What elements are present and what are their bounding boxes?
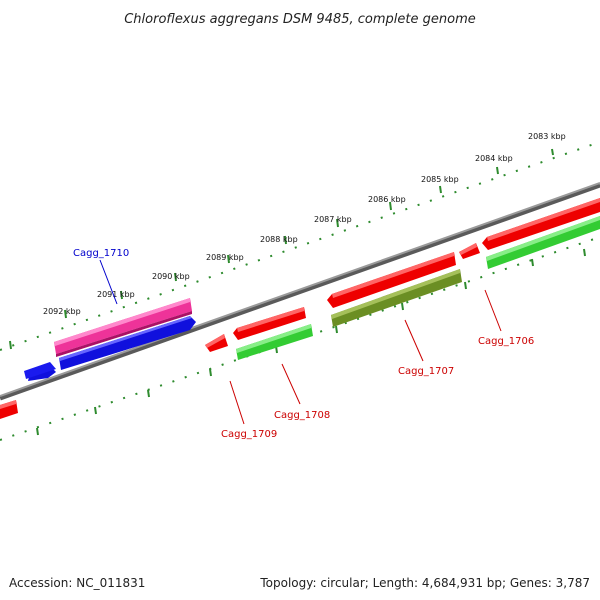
inner-tick-1	[583, 248, 586, 257]
label-cagg-1708[interactable]: Cagg_1708	[274, 410, 330, 421]
inner-tick-7	[209, 368, 212, 377]
tick-2093	[9, 340, 12, 350]
ruler-label-2086: 2086 kbp	[368, 195, 406, 204]
ruler-label-2083: 2083 kbp	[528, 132, 566, 141]
map-title: Chloroflexus aggregans DSM 9485, complet…	[124, 12, 476, 27]
gene-blue-1[interactable]	[59, 316, 196, 370]
gene-cagg-1710-shade	[56, 311, 192, 357]
tick-2092	[64, 309, 67, 319]
tick-2084	[496, 166, 499, 175]
leader-cagg-1708	[281, 363, 301, 405]
tick-2083	[551, 148, 554, 156]
ruler-label-2085: 2085 kbp	[421, 175, 459, 184]
gene-cagg-1709-highlight	[205, 334, 225, 348]
tick-2088	[284, 235, 287, 245]
ruler-label-2084: 2084 kbp	[475, 154, 513, 163]
ruler-label-2087: 2087 kbp	[314, 215, 352, 224]
reverse-strand-genes	[236, 216, 600, 360]
genome-backbone	[0, 182, 600, 401]
gene-red-small-1706-highlight	[459, 243, 477, 255]
inner-ruler-dots	[0, 236, 600, 441]
tick-2085	[439, 185, 442, 194]
label-cagg-1710[interactable]: Cagg_1710	[73, 248, 129, 259]
gene-cagg-1708-red-highlight	[237, 307, 304, 332]
gene-blue-2-body	[24, 362, 56, 379]
gene-red-large-highlight	[332, 252, 454, 298]
backbone-dark	[0, 182, 600, 401]
accession-text: Accession: NC_011831	[9, 576, 145, 590]
inner-tick-8	[147, 389, 150, 398]
gene-red-left-edge-highlight	[0, 400, 16, 409]
leader-cagg-1710	[99, 259, 118, 305]
inner-tick-4	[401, 302, 404, 311]
label-cagg-1709[interactable]: Cagg_1709	[221, 429, 277, 440]
gene-cagg-1707-highlight	[331, 269, 460, 319]
leader-cagg-1707	[404, 319, 424, 362]
inner-ruler-major-ticks	[36, 248, 586, 436]
tick-2086	[389, 201, 392, 211]
gene-green-right-highlight	[486, 216, 600, 261]
genome-summary-text: Topology: circular; Length: 4,684,931 bp…	[259, 576, 590, 590]
outer-ruler-major-ticks	[9, 148, 554, 350]
tick-2089	[227, 254, 230, 264]
leader-lines	[99, 259, 502, 425]
inner-tick-3	[464, 281, 467, 290]
backbone-light	[0, 182, 600, 397]
label-cagg-1707[interactable]: Cagg_1707	[398, 366, 454, 377]
inner-tick-5	[335, 325, 338, 334]
tick-2091	[120, 290, 123, 300]
leader-cagg-1706	[484, 289, 502, 332]
inner-tick-10	[36, 427, 39, 436]
tick-2087	[336, 218, 339, 228]
leader-cagg-1709	[229, 380, 245, 425]
tick-2090	[174, 272, 177, 282]
outer-ruler	[0, 141, 600, 351]
ruler-label-2091: 2091 kbp	[97, 290, 135, 299]
ruler-label-2089: 2089 kbp	[206, 253, 244, 262]
ruler-labels: 2083 kbp 2084 kbp 2085 kbp 2086 kbp 2087…	[43, 132, 566, 316]
gene-labels: Cagg_1710 Cagg_1709 Cagg_1708 Cagg_1707 …	[73, 248, 534, 440]
inner-tick-9	[94, 406, 97, 415]
label-cagg-1706[interactable]: Cagg_1706	[478, 336, 534, 347]
gene-cagg-1710-highlight	[54, 298, 190, 346]
inner-ruler	[0, 236, 600, 441]
ruler-label-2088: 2088 kbp	[260, 235, 298, 244]
outer-ruler-dots	[0, 141, 600, 351]
forward-strand-genes	[0, 198, 600, 419]
ruler-label-2092: 2092 kbp	[43, 307, 81, 316]
inner-tick-2	[531, 258, 534, 267]
gene-cagg-1706-highlight	[487, 198, 600, 241]
gene-cagg-1708-green-highlight	[236, 324, 311, 353]
gene-blue-1-highlight	[59, 316, 192, 361]
ruler-label-2090: 2090 kbp	[152, 272, 190, 281]
